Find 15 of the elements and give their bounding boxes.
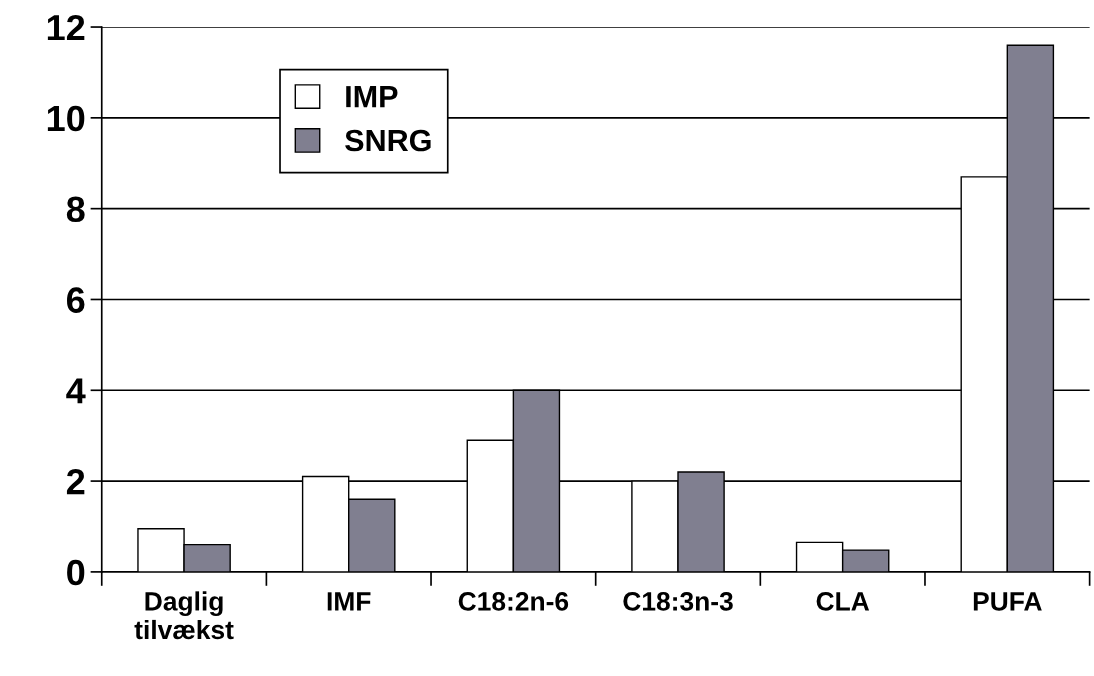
y-tick-label: 12 <box>47 14 85 41</box>
x-tick-label: C18:2n-6 <box>458 592 569 611</box>
legend-label: SNRG <box>345 129 431 152</box>
y-tick-label: 2 <box>66 468 85 495</box>
y-tick-label: 4 <box>66 378 86 404</box>
y-tick-label: 0 <box>67 559 85 586</box>
x-tick-label: PUFA <box>973 592 1042 611</box>
x-tick-label: C18:3n-3 <box>623 592 733 611</box>
y-tick-label: 6 <box>67 287 85 313</box>
x-tick-label: CLA <box>816 592 870 611</box>
x-tick-label: IMF <box>327 592 371 611</box>
legend-label: IMP <box>346 86 398 108</box>
y-tick-label: 8 <box>66 196 85 223</box>
y-tick-label: 10 <box>47 105 85 132</box>
x-tick-label: Daglig tilvækst <box>134 591 234 640</box>
